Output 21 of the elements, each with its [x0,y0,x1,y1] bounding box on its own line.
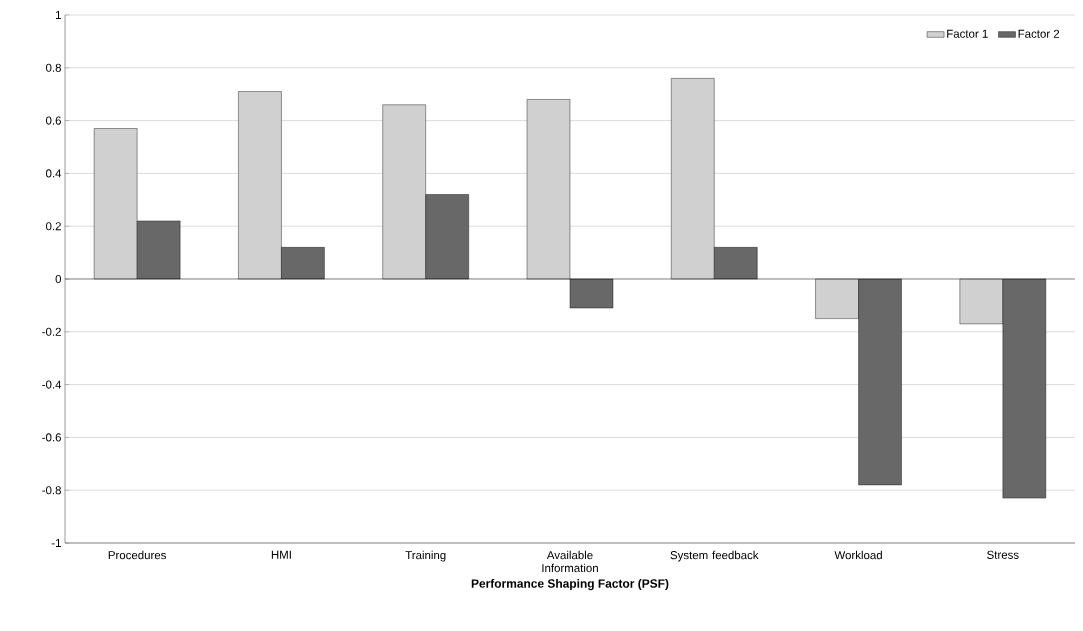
y-tick-label: -0.8 [42,486,61,495]
y-tick-label: 0.8 [46,63,61,72]
y-tick-label: -1 [51,539,61,547]
y-tick-label: 1 [55,11,61,19]
y-tick-label: 0.4 [46,169,62,178]
x-tick-label: HMI [271,550,291,559]
x-tick-label: Stress [987,550,1019,559]
y-tick-label: -0.6 [42,433,61,442]
x-tick-label: Workload [834,550,882,560]
x-tick-label: Training [405,550,446,562]
x-tick-label: Available Information [542,550,598,573]
legend-label: Factor 1 [947,29,988,38]
legend-label: Factor 2 [1018,29,1060,38]
y-tick-label: -0.2 [42,327,61,336]
y-tick-label: -0.4 [42,380,62,389]
x-tick-label: Procedures [108,550,167,560]
y-tick-label: 0.2 [46,222,61,231]
y-tick-label: 0 [55,274,62,284]
y-tick-label: 0.6 [46,116,61,125]
x-tick-label: System feedback [670,550,759,562]
x-axis-title: Performance Shaping Factor (PSF) [471,578,669,591]
